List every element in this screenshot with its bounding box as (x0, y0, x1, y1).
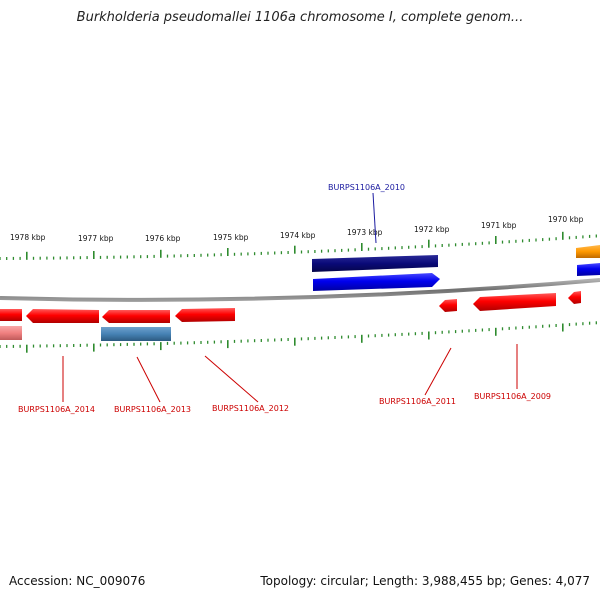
scale-labels: 1978 kbp 1977 kbp 1976 kbp 1975 kbp 1974… (10, 215, 584, 243)
gene-label-2010[interactable]: BURPS1106A_2010 (328, 183, 405, 192)
scale-ticks-top (0, 231, 597, 260)
gene-track-forward (312, 245, 600, 291)
gene-feature[interactable] (313, 273, 440, 291)
scale-label: 1976 kbp (145, 234, 181, 243)
scale-label: 1978 kbp (10, 233, 46, 242)
gene-feature[interactable] (473, 293, 556, 311)
gene-labels: BURPS1106A_2010 BURPS1106A_2014 BURPS110… (18, 183, 551, 414)
callout-line (204, 355, 259, 403)
gene-label-2009[interactable]: BURPS1106A_2009 (474, 392, 551, 401)
gene-feature[interactable] (101, 327, 171, 341)
gene-label-2012[interactable]: BURPS1106A_2012 (212, 404, 289, 413)
scale-label: 1971 kbp (481, 221, 517, 230)
gene-label-2011[interactable]: BURPS1106A_2011 (379, 397, 456, 406)
chromosome-backbone (0, 278, 600, 302)
genome-summary-text: Topology: circular; Length: 3,988,455 bp… (260, 574, 590, 588)
gene-feature[interactable] (0, 309, 22, 321)
scale-label: 1973 kbp (347, 228, 383, 237)
gene-feature[interactable] (312, 255, 438, 272)
gene-track-reverse (0, 291, 581, 341)
gene-feature[interactable] (175, 308, 235, 322)
gene-label-2013[interactable]: BURPS1106A_2013 (114, 405, 191, 414)
callout-line (136, 356, 161, 403)
accession-text: Accession: NC_009076 (9, 574, 146, 588)
gene-label-2014[interactable]: BURPS1106A_2014 (18, 405, 95, 414)
callout-line (424, 347, 452, 396)
gene-feature[interactable] (577, 263, 600, 276)
scale-ticks-bottom (0, 321, 597, 353)
gene-feature[interactable] (439, 299, 457, 312)
gene-feature[interactable] (0, 326, 22, 340)
scale-label: 1972 kbp (414, 225, 450, 234)
callout-line (372, 192, 377, 244)
scale-label: 1977 kbp (78, 234, 114, 243)
map-title: Burkholderia pseudomallei 1106a chromoso… (76, 10, 524, 25)
scale-label: 1974 kbp (280, 231, 316, 240)
gene-feature[interactable] (26, 309, 99, 323)
callout-lines (62, 192, 518, 403)
gene-feature[interactable] (568, 291, 581, 304)
gene-feature[interactable] (102, 310, 170, 323)
scale-label: 1975 kbp (213, 233, 249, 242)
gene-feature[interactable] (576, 245, 600, 258)
scale-label: 1970 kbp (548, 215, 584, 224)
